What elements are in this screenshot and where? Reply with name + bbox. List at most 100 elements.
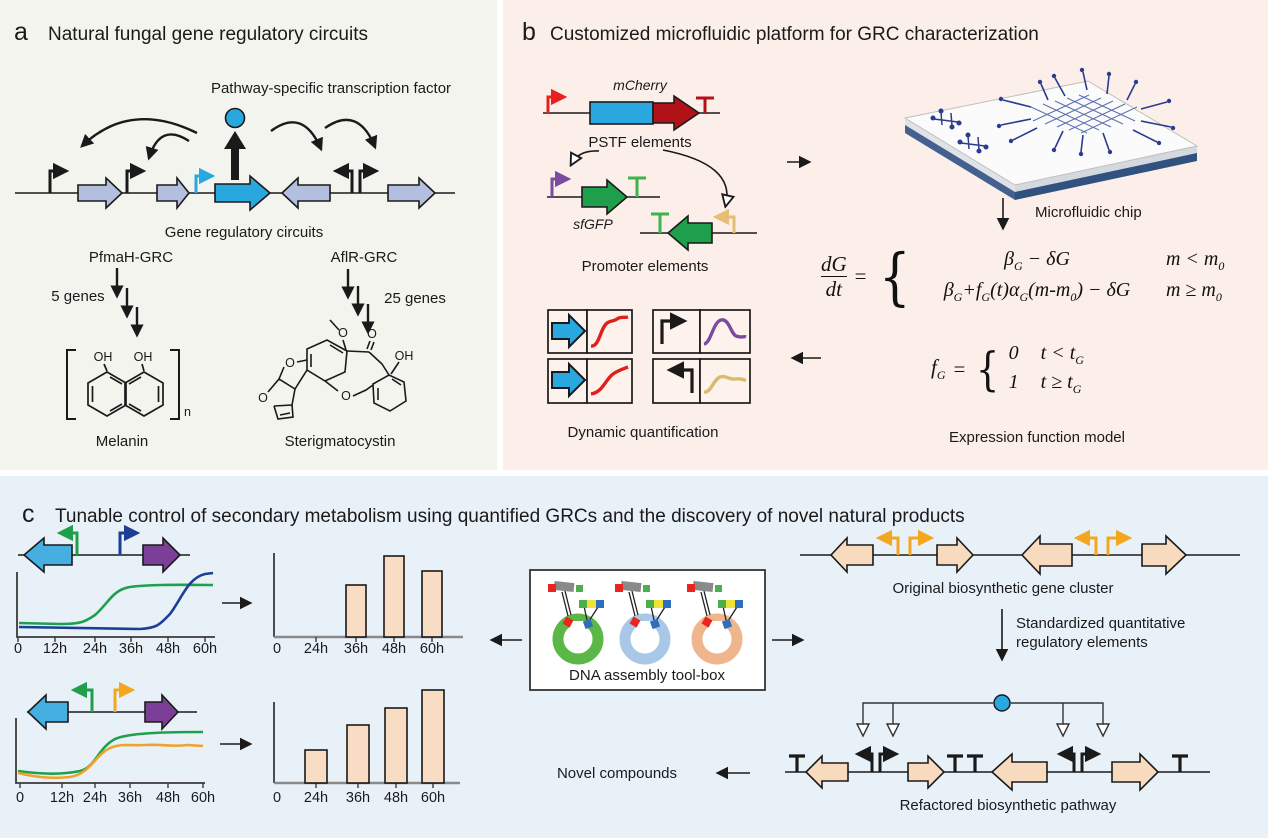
sterig-o-furan-lower: O: [258, 391, 268, 405]
svg-text:0: 0: [273, 790, 281, 806]
std-promoter-left: [1056, 745, 1076, 772]
svg-text:60h: 60h: [193, 641, 217, 657]
std-promoter-right: [878, 745, 900, 772]
panel-b: b Customized microfluidic platform for G…: [503, 0, 1268, 470]
transcription-factor-icon: [224, 107, 246, 180]
promoter-icon-green: [70, 681, 94, 712]
cases-brace: {: [878, 239, 911, 313]
sterig-oh: OH: [395, 349, 414, 363]
svg-text:48h: 48h: [156, 641, 180, 657]
expression-model-label: Expression function model: [949, 429, 1125, 446]
eq-denominator: dt: [825, 277, 842, 302]
panel-c-title: Tunable control of secondary metabolism …: [55, 506, 965, 527]
switch-case-1: 0 t < tG: [1008, 342, 1084, 367]
pathway-gene-left: [990, 752, 1048, 792]
pathway-gene-right: [1111, 752, 1160, 792]
svg-text:24h: 24h: [83, 790, 107, 806]
sfgfp-gene-arrow-left: [666, 214, 713, 252]
terminator-icon: [967, 754, 983, 772]
tuned-construct-2: [26, 681, 197, 732]
svg-text:36h: 36h: [346, 790, 370, 806]
novel-compounds-label: Novel compounds: [557, 765, 677, 782]
melanin-oh-left: OH: [94, 350, 113, 364]
toolbox-label: DNA assembly tool-box: [569, 667, 725, 684]
pstf-assignment-arrows: [572, 149, 727, 204]
expression-line-chart-2: 0 12h 24h 36h 48h 60h: [15, 718, 215, 806]
sterigmatocystin-label: Sterigmatocystin: [285, 433, 396, 450]
melanin-n: n: [184, 405, 191, 419]
sfgfp-gene-arrow: [581, 178, 629, 216]
promoter-icon: [48, 162, 70, 193]
svg-text:36h: 36h: [344, 641, 368, 657]
track-label: Gene regulatory circuits: [165, 224, 323, 241]
gene-arrow: [156, 175, 191, 211]
bar: [383, 555, 405, 638]
equals-sign: =: [854, 264, 867, 288]
refactored-pathway: [785, 694, 1210, 792]
equation-case-1: βG − δG m < m0: [1004, 248, 1225, 273]
cluster-gene-left: [829, 535, 874, 575]
pfmah-grc-label: PfmaH-GRC: [89, 249, 173, 266]
original-gene-cluster: [800, 529, 1240, 577]
bar: [304, 749, 328, 784]
pstf-mcherry-construct: [543, 88, 720, 132]
red-expression-curve: [590, 365, 629, 396]
dna-assembly-toolbox: DNA assembly tool-box: [529, 569, 766, 691]
five-genes-label: 5 genes: [51, 288, 104, 305]
x-tick-labels: 0 12h 24h 36h 48h 60h: [14, 641, 217, 657]
melanin-oh-right: OH: [134, 350, 153, 364]
dynamic-quantification-panels: [547, 309, 751, 404]
sterig-o-methoxy: O: [338, 326, 348, 340]
tf-gene-arrow: [214, 174, 272, 212]
pstf-cds-box: [589, 101, 654, 125]
svg-text:12h: 12h: [43, 641, 67, 657]
panel-a: a Natural fungal gene regulatory circuit…: [0, 0, 497, 470]
gene-arrow-left-blue: [22, 536, 73, 574]
regulation-open-arrowhead: [1095, 723, 1111, 738]
tf-promoter-icon: [194, 167, 216, 193]
twentyfive-genes-label: 25 genes: [384, 290, 446, 307]
panel-b-art: b Customized microfluidic platform for G…: [522, 18, 1199, 446]
standardized-label-line1: Standardized quantitative: [1016, 615, 1185, 632]
promoter-icon-tan: [712, 208, 736, 233]
svg-text:60h: 60h: [420, 641, 444, 657]
gene-arrows: [77, 174, 437, 212]
svg-text:0: 0: [16, 790, 24, 806]
tuned-construct-1: [18, 524, 190, 574]
terminator-icon-green: [651, 212, 669, 233]
promoter-icon-green: [56, 524, 79, 555]
panel-b-title: Customized microfluidic platform for GRC…: [550, 24, 1039, 45]
promoter-icons: [48, 162, 380, 193]
native-promoter-right: [1106, 529, 1133, 555]
sterig-o-carbonyl: O: [367, 327, 377, 341]
x-tick-labels: 0 12h 24h 36h 48h 60h: [16, 790, 215, 806]
red-expression-curve: [590, 315, 629, 348]
pathway-gene-right: [907, 754, 946, 790]
green-series-curve: [18, 583, 214, 626]
melanin-label: Melanin: [96, 433, 149, 450]
sterig-o-pyran: O: [341, 389, 351, 403]
sfgfp-forward-construct: [547, 170, 660, 216]
purple-expression-curve: [703, 318, 747, 346]
promoter-icon-reverse: [666, 361, 694, 393]
titer-bar-chart-1: 0 24h 36h 48h 60h: [273, 553, 463, 657]
gene-arrow-right-purple: [144, 692, 180, 732]
tf-label: Pathway-specific transcription factor: [211, 80, 451, 97]
native-promoter-right: [908, 529, 935, 555]
svg-text:36h: 36h: [118, 790, 142, 806]
svg-text:24h: 24h: [304, 790, 328, 806]
gene-arrow: [387, 176, 437, 210]
x-tick-labels: 0 24h 36h 48h 60h: [273, 641, 444, 657]
promoter-icon: [125, 162, 147, 193]
promoter-icon: [358, 162, 380, 193]
dynamic-quantification-label: Dynamic quantification: [568, 424, 719, 441]
bar: [421, 570, 443, 638]
orange-series-curve: [17, 743, 204, 780]
sterig-o-furan-upper: O: [285, 356, 295, 370]
panel-c-art: c Tunable control of secondary metabolis…: [14, 500, 1240, 814]
transcription-factor-icon: [993, 694, 1011, 712]
bar: [346, 724, 370, 784]
titer-bar-chart-2: 0 24h 36h 48h 60h: [273, 689, 460, 806]
terminator-icon: [789, 754, 805, 772]
promoter-icon-purple: [550, 170, 572, 197]
